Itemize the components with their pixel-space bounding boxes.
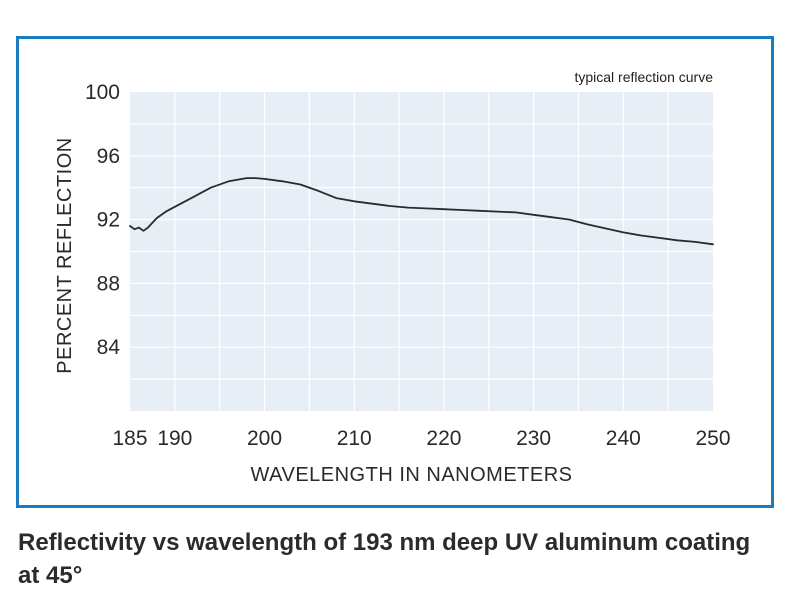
reflection-chart: 185 190 200 210 220 230 240 250 84 88 92 96 100 WAVEL… [54,69,731,486]
x-tick-label: 210 [337,427,372,450]
x-tick-label: 220 [426,427,461,450]
series-line-0 [129,177,714,246]
x-tick-label: 240 [606,427,641,450]
y-tick-label: 96 [97,145,120,168]
x-tick-label: 250 [695,427,730,450]
x-tick-label: 200 [247,427,282,450]
figure-caption: Reflectivity vs wavelength of 193 nm dee… [18,529,751,589]
x-axis-label: WAVELENGTH IN NANOMETERS [250,464,572,486]
chart-subtitle: typical reflection curve [574,69,713,85]
y-tick-label: 88 [97,272,120,295]
chart-frame: 185 190 200 210 220 230 240 250 84 88 92 96 100 WAVEL… [16,36,774,508]
y-tick-label: 100 [85,81,120,104]
x-tick-label: 230 [516,427,551,450]
x-tick-label: 185 [112,427,147,450]
x-tick-label: 190 [157,427,192,450]
y-tick-label: 92 [97,209,120,232]
y-axis-label: PERCENT REFLECTION [54,137,76,373]
y-tick-label: 84 [97,336,121,359]
